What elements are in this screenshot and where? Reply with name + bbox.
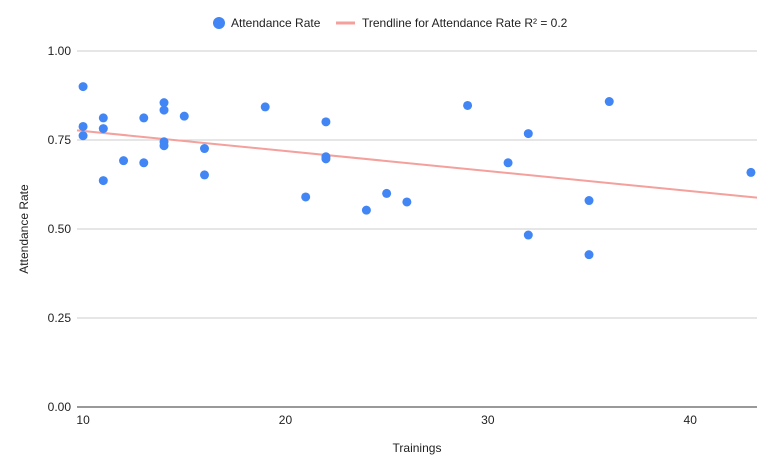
data-point bbox=[179, 111, 189, 121]
x-tick-label: 20 bbox=[279, 413, 293, 427]
data-point bbox=[523, 230, 533, 240]
x-tick-label: 30 bbox=[481, 413, 495, 427]
data-point bbox=[119, 156, 129, 166]
data-points bbox=[78, 82, 756, 260]
data-point bbox=[98, 176, 108, 186]
data-point bbox=[361, 205, 371, 215]
data-point bbox=[78, 82, 88, 92]
data-point bbox=[301, 192, 311, 202]
data-point bbox=[139, 158, 149, 168]
data-point bbox=[523, 129, 533, 139]
data-point bbox=[321, 117, 331, 127]
legend-label-trendline: Trendline for Attendance Rate R² = 0.2 bbox=[362, 16, 568, 30]
legend-label-attendance-rate: Attendance Rate bbox=[231, 16, 321, 30]
data-point bbox=[78, 121, 88, 131]
data-point bbox=[78, 131, 88, 141]
data-point bbox=[604, 97, 614, 107]
data-point bbox=[321, 154, 331, 164]
data-point bbox=[139, 113, 149, 123]
x-axis-tick-labels: 10 20 30 40 bbox=[76, 413, 697, 427]
data-point bbox=[402, 197, 412, 207]
data-point bbox=[584, 196, 594, 206]
y-tick-label: 0.25 bbox=[48, 311, 72, 325]
data-point bbox=[98, 124, 108, 134]
data-point bbox=[382, 188, 392, 198]
x-axis-title: Trainings bbox=[393, 441, 442, 455]
data-point bbox=[98, 113, 108, 123]
data-point bbox=[260, 102, 270, 112]
y-tick-label: 0.00 bbox=[48, 400, 72, 414]
data-point bbox=[463, 100, 473, 110]
legend: Attendance Rate Trendline for Attendance… bbox=[213, 16, 568, 30]
data-point bbox=[159, 105, 169, 115]
y-tick-label: 0.75 bbox=[48, 133, 72, 147]
y-axis-title: Attendance Rate bbox=[17, 184, 31, 274]
data-point bbox=[503, 158, 513, 168]
y-axis-tick-labels: 0.00 0.25 0.50 0.75 1.00 bbox=[48, 44, 72, 414]
legend-marker-attendance-rate bbox=[213, 17, 225, 29]
gridlines bbox=[77, 50, 757, 319]
data-point bbox=[746, 167, 756, 177]
x-tick-label: 40 bbox=[684, 413, 698, 427]
trendline bbox=[76, 129, 758, 199]
y-tick-label: 0.50 bbox=[48, 222, 72, 236]
data-point bbox=[200, 170, 209, 180]
data-point bbox=[159, 141, 169, 151]
x-tick-label: 10 bbox=[76, 413, 90, 427]
y-tick-label: 1.00 bbox=[48, 44, 72, 58]
data-point bbox=[159, 98, 169, 108]
data-point bbox=[584, 250, 594, 260]
data-point bbox=[200, 144, 209, 154]
